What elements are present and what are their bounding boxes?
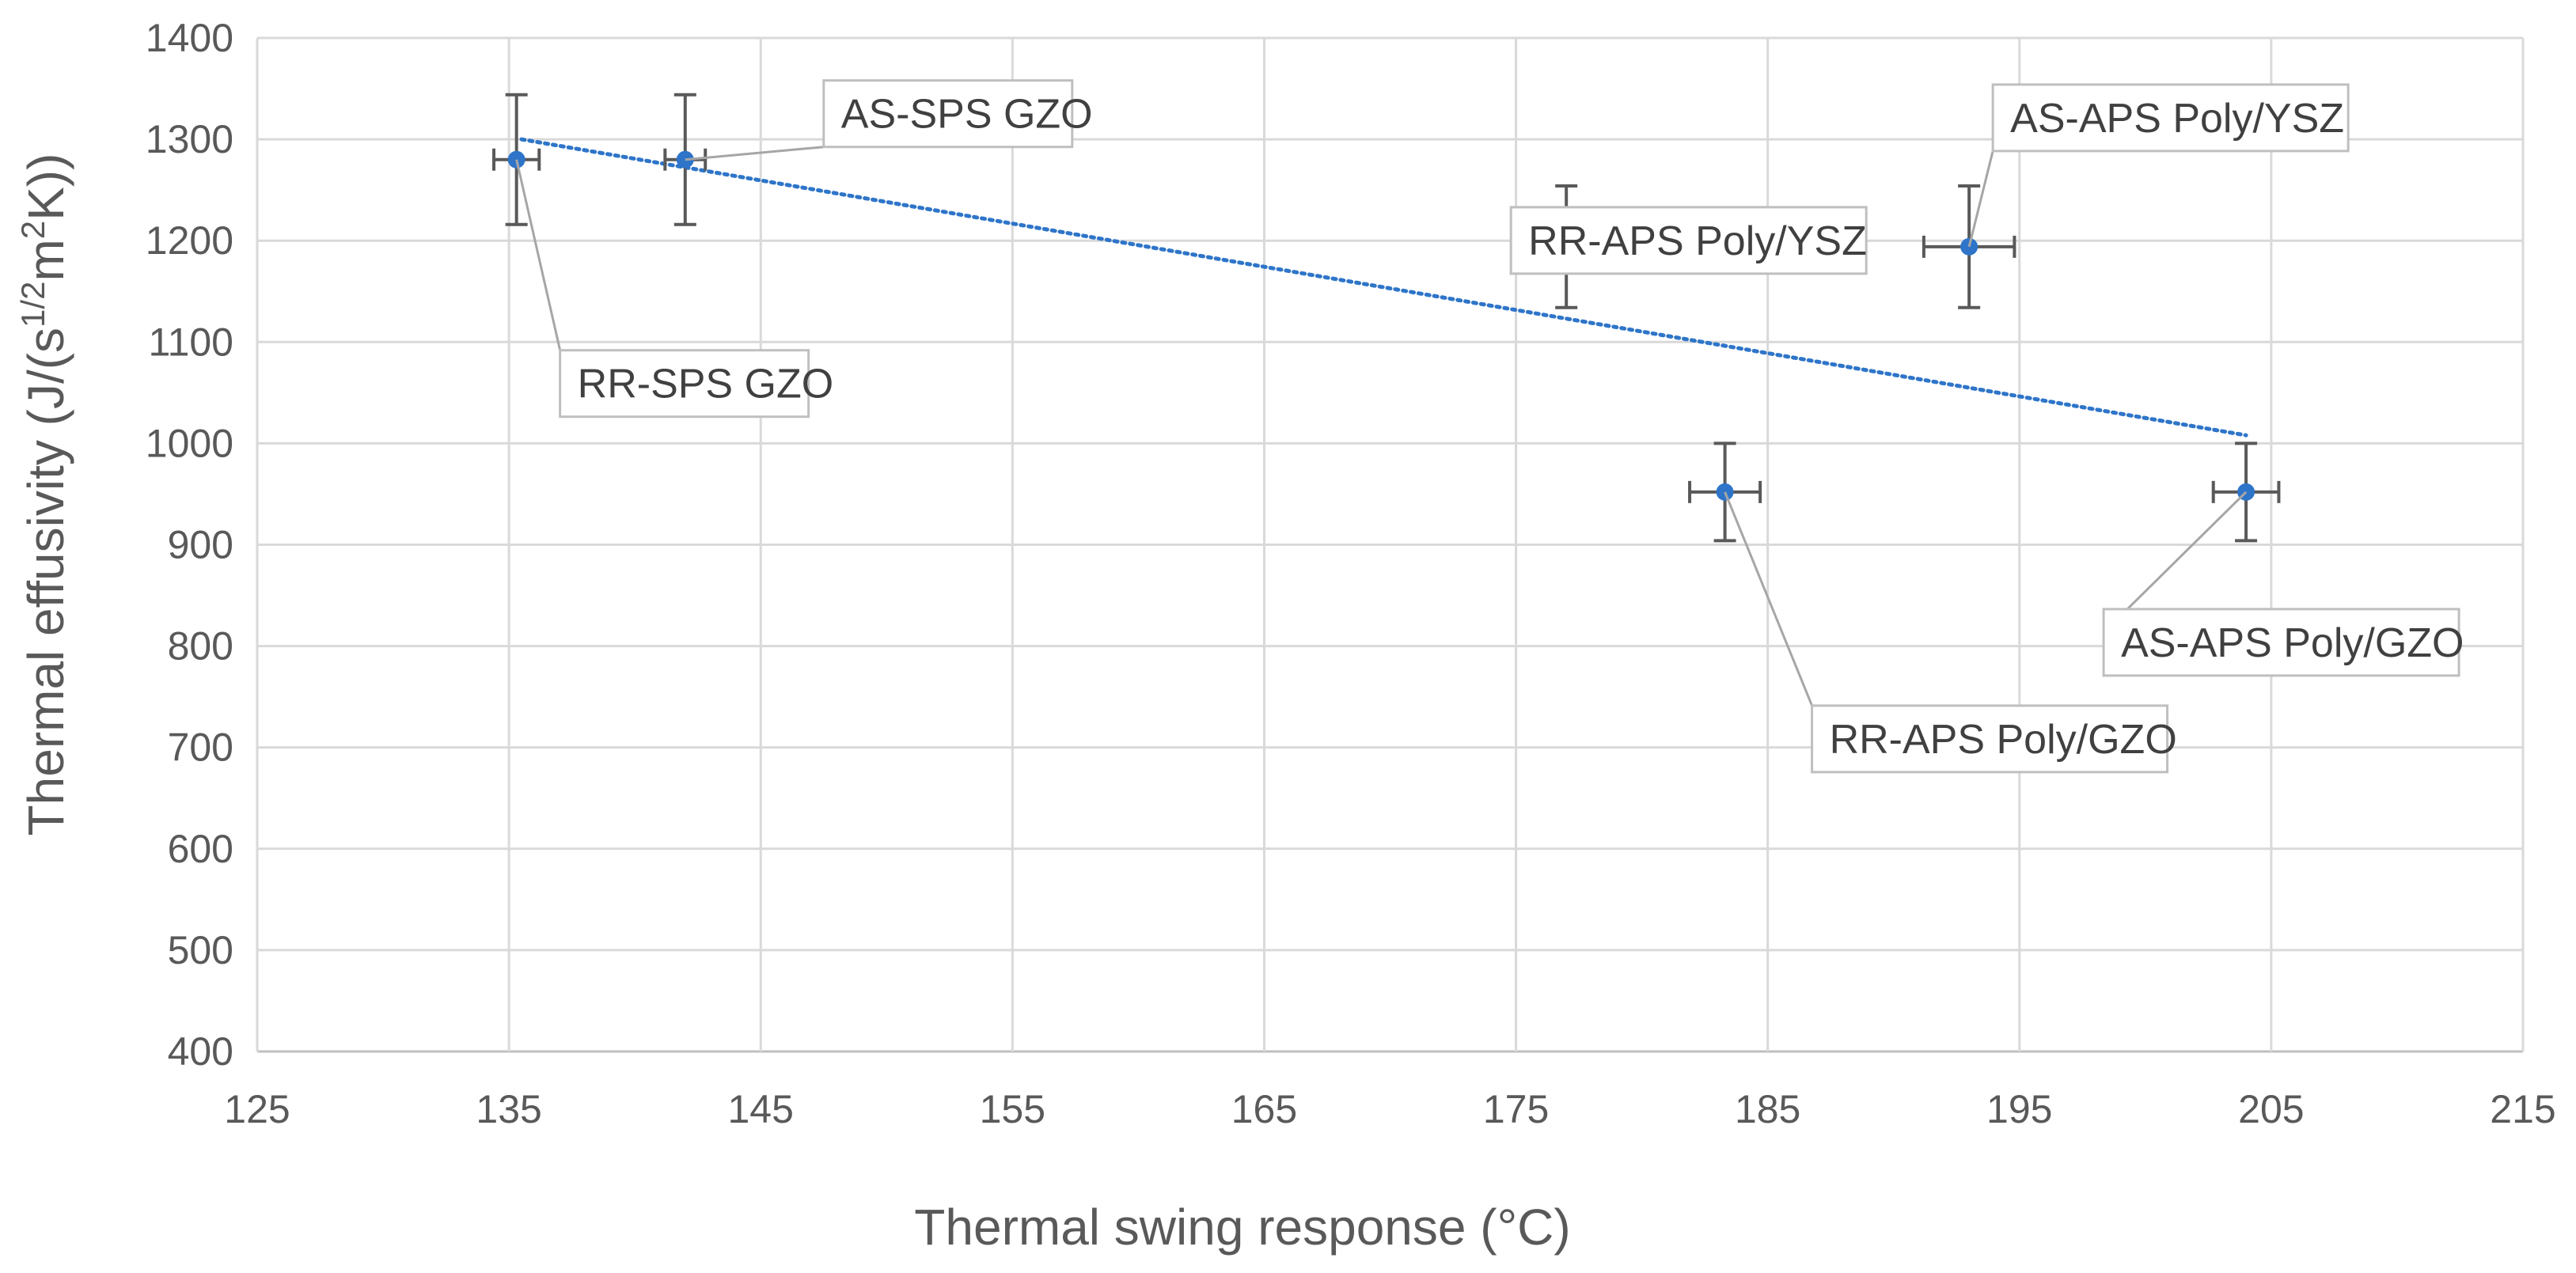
trendline <box>519 137 2248 438</box>
y-axis-title: Thermal effusivity (J/(s1/2m2K)) <box>14 153 74 836</box>
callout-leader <box>515 159 562 351</box>
x-tick-label: 175 <box>1483 1087 1549 1131</box>
point-label: RR-APS Poly/YSZ <box>1528 218 1867 264</box>
y-tick-label: 400 <box>168 1029 233 1074</box>
x-tick-label: 135 <box>476 1087 541 1131</box>
x-tick-label: 215 <box>2490 1087 2555 1131</box>
callout: AS-APS Poly/GZO <box>2102 491 2464 677</box>
y-tick-label: 600 <box>168 827 233 871</box>
point-label: RR-SPS GZO <box>578 362 834 407</box>
x-tick-label: 165 <box>1231 1087 1297 1131</box>
y-tick-label: 1300 <box>146 117 233 161</box>
callout-box <box>559 349 810 419</box>
callout-box <box>822 79 1074 149</box>
x-tick-label: 195 <box>1986 1087 2052 1131</box>
y-tick-label: 1400 <box>146 16 233 60</box>
callout: RR-APS Poly/GZO <box>1724 491 2177 774</box>
point-label: RR-APS Poly/GZO <box>1830 717 2177 763</box>
y-tick-label: 700 <box>168 726 233 770</box>
x-tick-label: 205 <box>2238 1087 2304 1131</box>
y-tick-label: 1100 <box>148 320 233 364</box>
callout: AS-APS Poly/YSZ <box>1967 83 2350 248</box>
y-tick-label: 500 <box>168 928 233 972</box>
x-tick-label: 155 <box>980 1087 1045 1131</box>
callout-leader <box>685 146 824 161</box>
x-axis-title: Thermal swing response (°C) <box>914 1199 1570 1256</box>
y-tick-label: 1200 <box>146 218 233 263</box>
callout-leader <box>2126 491 2248 610</box>
x-tick-label: 185 <box>1735 1087 1800 1131</box>
callout-leader <box>1724 491 1813 707</box>
point-label: AS-SPS GZO <box>841 92 1093 138</box>
callout-box <box>1509 206 1868 275</box>
y-tick-label: 900 <box>168 523 233 567</box>
point-label: AS-APS Poly/YSZ <box>2010 96 2344 142</box>
error-bar <box>492 93 541 226</box>
callout-box <box>1991 83 2350 153</box>
callout: AS-SPS GZO <box>685 79 1093 161</box>
callout-box <box>1811 704 2169 774</box>
callout: RR-APS Poly/YSZ <box>1509 206 1868 275</box>
y-tick-label: 800 <box>168 624 233 669</box>
callout: RR-SPS GZO <box>515 159 834 419</box>
callout-box <box>2102 608 2460 677</box>
y-tick-label: 1000 <box>146 421 233 465</box>
x-tick-label: 125 <box>224 1087 290 1131</box>
callout-leader <box>1967 150 1994 248</box>
point-label: AS-APS Poly/GZO <box>2121 620 2464 666</box>
x-tick-label: 145 <box>728 1087 794 1131</box>
